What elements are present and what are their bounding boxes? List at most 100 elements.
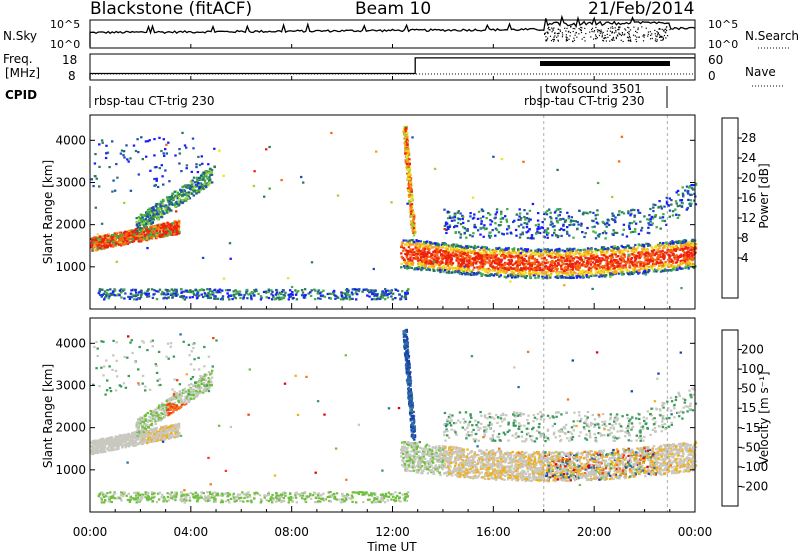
heatmap-cell bbox=[199, 189, 203, 192]
heatmap-cell bbox=[173, 202, 177, 205]
heatmap-cell bbox=[171, 203, 174, 206]
noise-search-dot bbox=[628, 39, 630, 41]
heatmap-cell bbox=[408, 166, 412, 170]
heatmap-cell bbox=[662, 257, 665, 261]
heatmap-cell bbox=[151, 228, 154, 232]
heatmap-cell bbox=[528, 269, 531, 272]
heatmap-cell bbox=[236, 290, 240, 293]
heatmap-cell bbox=[473, 244, 477, 247]
heatmap-cell bbox=[111, 290, 115, 293]
heatmap-cell bbox=[595, 248, 598, 251]
heatmap-cell bbox=[587, 270, 591, 273]
heatmap-cell bbox=[584, 232, 587, 235]
noise-search-dot bbox=[661, 35, 663, 38]
heatmap-cell bbox=[684, 265, 688, 268]
heatmap-cell bbox=[192, 147, 195, 150]
heatmap-cell bbox=[690, 246, 693, 249]
heatmap-cell bbox=[441, 265, 445, 268]
noise-search-dot bbox=[643, 36, 645, 38]
heatmap-cell bbox=[665, 196, 668, 199]
heatmap-cell bbox=[185, 146, 188, 149]
heatmap-cell bbox=[435, 263, 438, 266]
heatmap-cell bbox=[604, 252, 607, 255]
heatmap-cell bbox=[404, 134, 407, 138]
heatmap-cell bbox=[529, 249, 533, 252]
heatmap-cell bbox=[466, 254, 470, 257]
heatmap-cell bbox=[637, 251, 640, 254]
heatmap-cell bbox=[348, 295, 351, 299]
heatmap-cell bbox=[451, 245, 455, 248]
heatmap-cell bbox=[134, 238, 137, 241]
heatmap-cell bbox=[464, 273, 467, 276]
noise-panel: N.Sky 10^5 10^0 10^5 10^0 N.Search bbox=[3, 14, 799, 51]
heatmap-cell bbox=[562, 271, 565, 275]
heatmap-cell bbox=[540, 257, 543, 260]
heatmap-cell bbox=[682, 258, 686, 261]
heatmap-cell bbox=[300, 289, 304, 292]
heatmap-cell bbox=[168, 289, 171, 292]
heatmap-cell bbox=[608, 261, 611, 264]
heatmap-cell bbox=[536, 264, 539, 267]
heatmap-cell bbox=[692, 257, 695, 260]
heatmap-cell bbox=[610, 254, 614, 257]
heatmap-cell bbox=[494, 255, 497, 258]
heatmap-cell bbox=[177, 194, 181, 197]
heatmap-cell bbox=[473, 266, 476, 269]
heatmap-cell bbox=[457, 260, 460, 263]
noise-search-dot bbox=[623, 34, 625, 36]
heatmap-cell bbox=[348, 294, 351, 297]
noise-search-dot bbox=[593, 38, 595, 40]
heatmap-cell bbox=[564, 272, 567, 275]
heatmap-cell bbox=[172, 198, 175, 202]
heatmap-cell bbox=[97, 244, 101, 247]
noise-search-dot bbox=[656, 39, 658, 41]
heatmap-cell bbox=[130, 289, 133, 292]
heatmap-cell bbox=[221, 298, 224, 301]
heatmap-cell bbox=[98, 288, 102, 291]
heatmap-cell bbox=[140, 232, 143, 235]
heatmap-cell bbox=[587, 257, 590, 260]
heatmap-cell bbox=[631, 267, 634, 270]
heatmap-cell bbox=[440, 243, 444, 247]
heatmap-cell bbox=[143, 233, 147, 236]
heatmap-cell bbox=[150, 225, 153, 228]
heatmap-cell bbox=[340, 291, 343, 294]
heatmap-cell bbox=[494, 253, 497, 256]
heatmap-cell bbox=[435, 256, 438, 259]
heatmap-cell bbox=[113, 289, 117, 292]
heatmap-cell bbox=[153, 138, 156, 141]
heatmap-cell bbox=[213, 147, 216, 150]
heatmap-cell bbox=[417, 249, 421, 252]
noise-search-dot bbox=[554, 32, 556, 34]
noise-right-label: N.Search bbox=[745, 29, 799, 43]
heatmap-cell bbox=[366, 289, 370, 292]
heatmap-cell bbox=[153, 209, 156, 212]
heatmap-cell bbox=[267, 296, 271, 300]
heatmap-cell bbox=[455, 253, 458, 257]
heatmap-cell bbox=[518, 257, 521, 260]
heatmap-cell bbox=[525, 275, 529, 278]
heatmap-cell bbox=[503, 248, 507, 251]
heatmap-cell bbox=[446, 253, 449, 257]
heatmap-cell bbox=[584, 256, 587, 259]
heatmap-cell bbox=[206, 296, 210, 299]
heatmap-cell bbox=[610, 260, 613, 263]
heatmap-cell bbox=[381, 290, 384, 294]
heatmap-cell bbox=[607, 223, 611, 227]
heatmap-cell bbox=[569, 262, 572, 265]
heatmap-cell bbox=[642, 271, 646, 274]
heatmap-cell bbox=[645, 249, 649, 252]
heatmap-cell bbox=[459, 253, 462, 256]
heatmap-cell bbox=[551, 254, 554, 257]
heatmap-cell bbox=[670, 264, 673, 267]
heatmap-cell bbox=[332, 289, 336, 292]
noise-search-dot bbox=[575, 26, 577, 28]
heatmap-cell bbox=[687, 255, 691, 258]
heatmap-cell bbox=[523, 249, 526, 252]
heatmap-cell bbox=[178, 148, 181, 151]
heatmap-cell bbox=[200, 288, 203, 291]
heatmap-cell bbox=[374, 289, 377, 292]
heatmap-cell bbox=[526, 267, 530, 270]
heatmap-cell bbox=[541, 269, 544, 272]
heatmap-cell bbox=[660, 207, 663, 210]
